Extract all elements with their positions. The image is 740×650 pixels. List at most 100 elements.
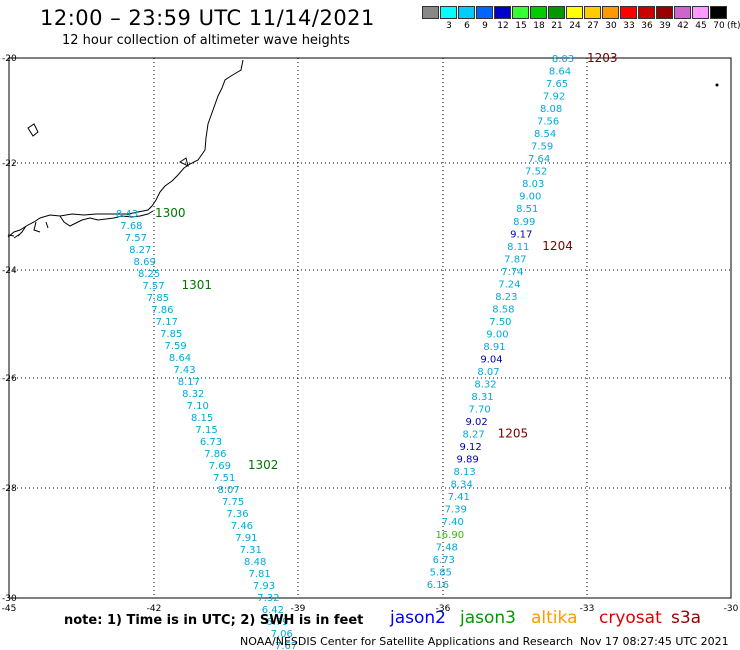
wave-height-value: 7.32	[257, 593, 279, 604]
wave-height-value: 7.70	[468, 405, 490, 416]
wave-height-value: 8.03	[552, 54, 574, 65]
wave-height-value: 7.68	[120, 221, 142, 232]
satellite-track-west: 8.437.687.578.278.698.257.577.857.867.17…	[116, 206, 297, 650]
scale-label: 15	[515, 21, 527, 31]
lon-tick-label: -42	[147, 604, 162, 614]
wave-height-value: 7.40	[442, 517, 464, 528]
wave-height-value: 8.07	[218, 485, 240, 496]
lat-tick-label: -20	[2, 54, 17, 64]
scale-label: 27	[587, 21, 599, 31]
wave-height-value: 8.23	[495, 292, 517, 303]
wave-height-value: 9.04	[480, 354, 502, 365]
coastline-bay	[59, 210, 154, 227]
wave-height-value: 8.11	[507, 242, 529, 253]
coastline-islands	[7, 221, 49, 239]
lon-tick-label: -30	[724, 604, 739, 614]
coastline-mainland	[7, 59, 244, 238]
wave-height-value: 7.86	[151, 305, 173, 316]
pass-time-label: 1301	[182, 278, 213, 292]
wave-height-value: 7.43	[173, 365, 195, 376]
wave-height-value: 8.64	[169, 353, 191, 364]
map-subtitle: 12 hour collection of altimeter wave hei…	[62, 33, 350, 48]
wave-height-value: 6.79	[266, 617, 288, 628]
map-title: 12:00 – 23:59 UTC 11/14/2021	[40, 6, 375, 30]
satellite-legend-item: jason2	[390, 608, 446, 628]
wave-height-value: 7.92	[543, 92, 565, 103]
wave-height-value: 6.73	[200, 437, 222, 448]
wave-height-value: 7.17	[156, 317, 178, 328]
scale-swatch	[512, 6, 529, 19]
scale-swatch	[602, 6, 619, 19]
wave-height-value: 9.00	[519, 192, 541, 203]
scale-label: 18	[533, 21, 545, 31]
scale-label: 39	[659, 21, 671, 31]
scale-swatch	[638, 6, 655, 19]
scale-swatch	[584, 6, 601, 19]
wave-height-value: 7.51	[213, 473, 235, 484]
wave-height-value: 7.15	[195, 425, 217, 436]
wave-height-value: 8.91	[483, 342, 505, 353]
scale-label: 45	[695, 21, 707, 31]
wave-height-value: 8.07	[477, 367, 499, 378]
scale-swatch	[494, 6, 511, 19]
lon-tick-label: -33	[580, 604, 595, 614]
pass-time-label: 1203	[587, 51, 618, 65]
wave-height-value: 7.46	[231, 521, 253, 532]
wave-height-value: 7.75	[222, 497, 244, 508]
scale-label: 3	[446, 21, 452, 31]
scale-label: 21	[551, 21, 563, 31]
lat-tick-label: -22	[2, 159, 17, 169]
scale-swatch	[674, 6, 691, 19]
lon-tick-label: -45	[2, 604, 17, 614]
satellite-legend-item: s3a	[671, 608, 702, 628]
lon-tick-label: -39	[291, 604, 306, 614]
wave-height-value: 7.85	[147, 293, 169, 304]
wave-height-value: 8.25	[138, 269, 160, 280]
scale-label: 12	[497, 21, 509, 31]
scale-swatch	[566, 6, 583, 19]
wave-height-value: 8.31	[471, 392, 493, 403]
wave-height-value: 7.81	[248, 569, 270, 580]
wave-height-value: 8.51	[516, 204, 538, 215]
scale-label: 70	[713, 21, 725, 31]
scale-swatch	[476, 6, 493, 19]
scale-label: 33	[623, 21, 635, 31]
pass-time-label: 1205	[498, 427, 529, 441]
pass-time-label: 1302	[248, 458, 279, 472]
wave-height-value: 9.89	[457, 455, 479, 466]
wave-height-value: 7.06	[271, 629, 293, 640]
wave-height-value: 8.32	[474, 380, 496, 391]
lat-tick-label: -24	[2, 266, 17, 276]
scale-label: 9	[482, 21, 488, 31]
wave-height-value: 7.10	[187, 401, 209, 412]
scale-swatch	[548, 6, 565, 19]
wave-height-value: 8.17	[178, 377, 200, 388]
scale-swatch	[440, 6, 457, 19]
wave-height-value: 7.59	[164, 341, 186, 352]
satellite-legend-item: altika	[531, 608, 578, 628]
wave-height-value: 8.34	[451, 480, 473, 491]
lat-tick-label: -26	[2, 374, 17, 384]
scale-unit: (ft)	[727, 21, 740, 31]
wave-height-value: 8.54	[534, 129, 556, 140]
scale-label: 42	[677, 21, 689, 31]
wave-height-value: 6.16	[427, 580, 449, 591]
wave-height-value: 9.17	[510, 229, 532, 240]
wave-height-value: 7.50	[489, 317, 511, 328]
wave-height-value: 8.48	[244, 557, 266, 568]
wave-height-value: 7.91	[235, 533, 257, 544]
wave-height-value: 7.65	[546, 79, 568, 90]
wave-height-value: 8.58	[492, 304, 514, 315]
scale-swatch	[458, 6, 475, 19]
wave-height-value: 8.99	[513, 217, 535, 228]
wave-height-value: 8.32	[182, 389, 204, 400]
lon-tick-label: -36	[436, 604, 451, 614]
wave-height-value: 7.31	[240, 545, 262, 556]
footer-timestamp: Nov 17 08:27:45 UTC 2021	[580, 635, 729, 648]
wave-height-value: 9.02	[465, 417, 487, 428]
wave-height-value: 7.64	[528, 154, 550, 165]
coastline-island-north	[27, 123, 39, 137]
scale-label: 30	[605, 21, 617, 31]
satellite-legend-item: jason3	[460, 608, 516, 628]
